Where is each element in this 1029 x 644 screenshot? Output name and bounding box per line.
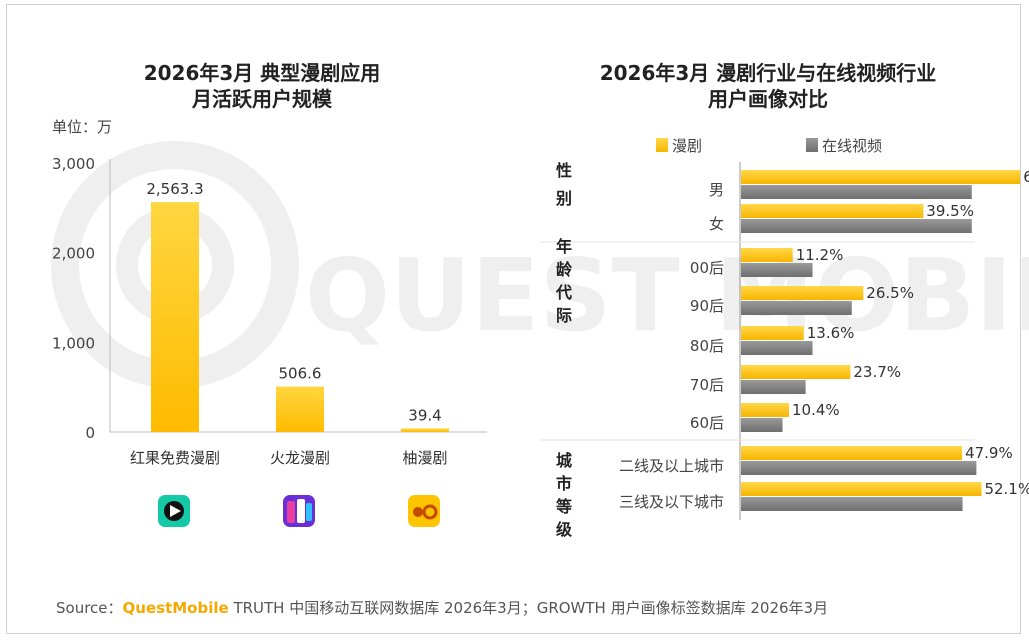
right-chart-title-line-0: 2026年3月 漫剧行业与在线视频行业 bbox=[600, 61, 937, 85]
right-chart-title-line-1: 用户画像对比 bbox=[708, 87, 828, 111]
group-label-char: 级 bbox=[556, 520, 573, 539]
bar-manju-value-label: 13.6% bbox=[807, 324, 855, 342]
bar-video-8 bbox=[741, 497, 963, 511]
left-category-label: 火龙漫剧 bbox=[270, 449, 330, 467]
left-y-tick-label: 0 bbox=[85, 424, 95, 442]
right-category-label: 70后 bbox=[690, 376, 724, 394]
left-bar-0 bbox=[151, 202, 199, 432]
bar-manju-value-label: 60.5% bbox=[1023, 168, 1029, 186]
left-y-tick-label: 1,000 bbox=[52, 334, 95, 352]
bar-video-0 bbox=[741, 185, 972, 199]
group-label-char: 别 bbox=[555, 189, 572, 208]
left-bar-value-label: 506.6 bbox=[279, 365, 322, 383]
bar-manju-3 bbox=[741, 286, 864, 300]
bar-video-4 bbox=[741, 341, 813, 355]
bar-video-6 bbox=[741, 418, 783, 432]
source-text: TRUTH 中国移动互联网数据库 2026年3月；GROWTH 用户画像标签数据… bbox=[228, 599, 829, 617]
bar-manju-1 bbox=[741, 204, 924, 218]
legend-label-1: 在线视频 bbox=[822, 137, 882, 155]
left-unit-label: 单位：万 bbox=[52, 118, 112, 136]
bar-manju-2 bbox=[741, 248, 793, 262]
right-category-label: 90后 bbox=[690, 297, 724, 315]
right-category-label: 三线及以下城市 bbox=[619, 493, 724, 511]
left-y-tick-label: 2,000 bbox=[52, 245, 95, 263]
right-category-label: 男 bbox=[709, 181, 724, 199]
legend-label-0: 漫剧 bbox=[672, 137, 702, 155]
bar-manju-0 bbox=[741, 170, 1021, 184]
left-category-label: 红果免费漫剧 bbox=[130, 449, 220, 467]
group-label-char: 等 bbox=[555, 497, 572, 516]
group-label-char: 市 bbox=[556, 474, 572, 493]
bar-video-2 bbox=[741, 263, 813, 277]
you-app-icon bbox=[408, 495, 440, 527]
legend-swatch-0 bbox=[656, 138, 668, 152]
right-category-label: 二线及以上城市 bbox=[619, 457, 724, 475]
group-label-char: 代 bbox=[555, 283, 572, 302]
bar-manju-value-label: 47.9% bbox=[965, 444, 1013, 462]
bar-manju-value-label: 23.7% bbox=[853, 363, 901, 381]
left-chart-title-line-0: 2026年3月 典型漫剧应用 bbox=[144, 61, 381, 85]
svg-text:QUEST MOBILE: QUEST MOBILE bbox=[305, 237, 1029, 354]
bar-manju-value-label: 11.2% bbox=[796, 246, 844, 264]
bar-video-7 bbox=[741, 461, 977, 475]
bar-manju-value-label: 26.5% bbox=[866, 284, 914, 302]
group-label-char: 年 bbox=[556, 237, 572, 256]
source-brand: QuestMobile bbox=[122, 599, 229, 617]
right-category-label: 00后 bbox=[690, 259, 724, 277]
bar-manju-6 bbox=[741, 403, 789, 417]
bar-manju-5 bbox=[741, 365, 851, 379]
group-label-char: 际 bbox=[556, 306, 572, 325]
group-label-char: 城 bbox=[556, 451, 572, 470]
bar-manju-4 bbox=[741, 326, 804, 340]
bar-video-1 bbox=[741, 219, 972, 233]
left-category-label: 柚漫剧 bbox=[402, 449, 447, 467]
left-y-tick-label: 3,000 bbox=[52, 155, 95, 173]
bar-manju-value-label: 52.1% bbox=[984, 480, 1029, 498]
bar-video-3 bbox=[741, 301, 852, 315]
left-chart-title-line-1: 月活跃用户规模 bbox=[191, 87, 333, 111]
bar-manju-value-label: 39.5% bbox=[926, 202, 974, 220]
group-label-char: 龄 bbox=[556, 260, 573, 279]
group-label-char: 性 bbox=[556, 161, 572, 180]
hongguo-app-icon bbox=[158, 495, 190, 527]
source-prefix: Source： bbox=[56, 599, 123, 617]
bar-manju-value-label: 10.4% bbox=[792, 401, 840, 419]
left-bar-1 bbox=[276, 386, 324, 432]
right-category-label: 女 bbox=[709, 215, 724, 233]
left-bar-value-label: 39.4 bbox=[408, 406, 441, 424]
left-bar-2 bbox=[401, 428, 449, 432]
bar-manju-7 bbox=[741, 446, 963, 460]
right-category-label: 60后 bbox=[690, 414, 724, 432]
huolong-app-icon bbox=[283, 495, 315, 527]
right-category-label: 80后 bbox=[690, 337, 724, 355]
bar-manju-8 bbox=[741, 482, 982, 496]
source-line: Source：QuestMobile TRUTH 中国移动互联网数据库 2026… bbox=[56, 597, 828, 618]
left-bar-value-label: 2,563.3 bbox=[146, 180, 203, 198]
legend-swatch-1 bbox=[806, 138, 818, 152]
bar-video-5 bbox=[741, 380, 806, 394]
